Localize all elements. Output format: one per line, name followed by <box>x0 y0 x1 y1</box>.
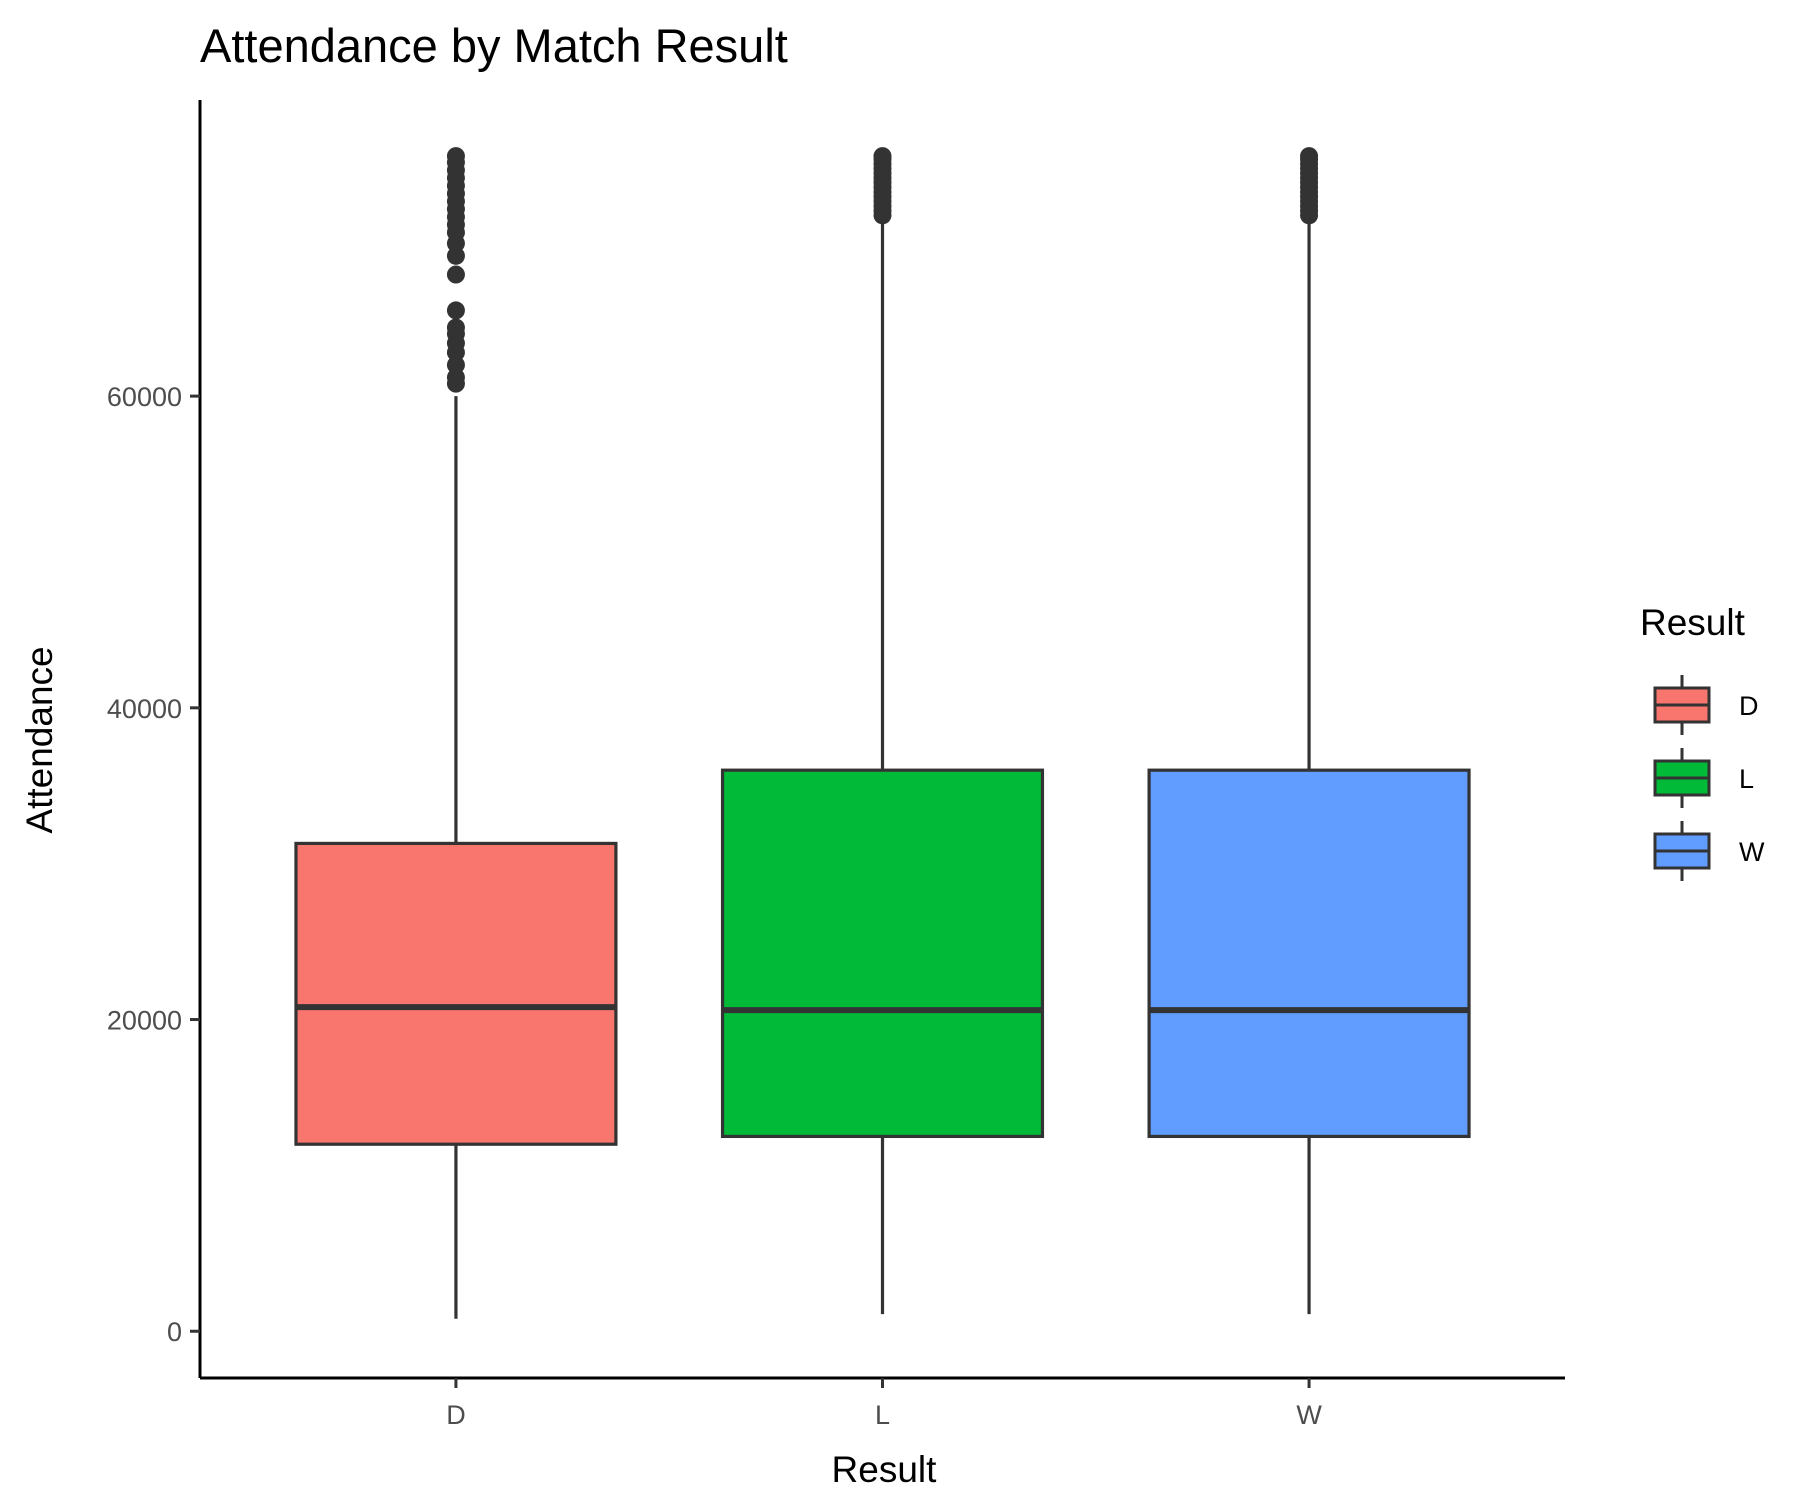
outlier-point-d <box>446 368 465 387</box>
outlier-point-l <box>873 147 892 166</box>
box-l <box>720 768 1045 1139</box>
y-tick-label: 40000 <box>107 694 182 724</box>
outlier-point-w <box>1300 147 1319 166</box>
box-d <box>294 841 618 1146</box>
outlier-point-d <box>446 355 465 374</box>
x-axis-title: Result <box>832 1449 938 1490</box>
y-tick-label: 0 <box>167 1317 182 1347</box>
y-tick-label: 60000 <box>107 382 182 412</box>
plot-area: 0 20000 40000 60000 D L W <box>107 100 1565 1430</box>
outlier-point-d <box>446 265 465 284</box>
legend-label-d: D <box>1739 691 1759 721</box>
x-tick-label: L <box>875 1400 890 1430</box>
box-w <box>1147 768 1471 1139</box>
y-axis-title: Attendance <box>19 646 60 833</box>
x-tick-label: W <box>1296 1400 1322 1430</box>
legend-label-w: W <box>1739 837 1765 867</box>
outlier-point-d <box>446 246 465 265</box>
chart-title: Attendance by Match Result <box>200 19 788 72</box>
outlier-point-d <box>446 147 465 166</box>
outlier-point-d <box>446 301 465 320</box>
legend: D L W <box>1653 675 1765 881</box>
legend-label-l: L <box>1739 764 1754 794</box>
x-tick-label: D <box>446 1400 466 1430</box>
legend-title: Result <box>1640 602 1746 643</box>
y-tick-label: 20000 <box>107 1006 182 1036</box>
outlier-point-d <box>446 318 465 337</box>
